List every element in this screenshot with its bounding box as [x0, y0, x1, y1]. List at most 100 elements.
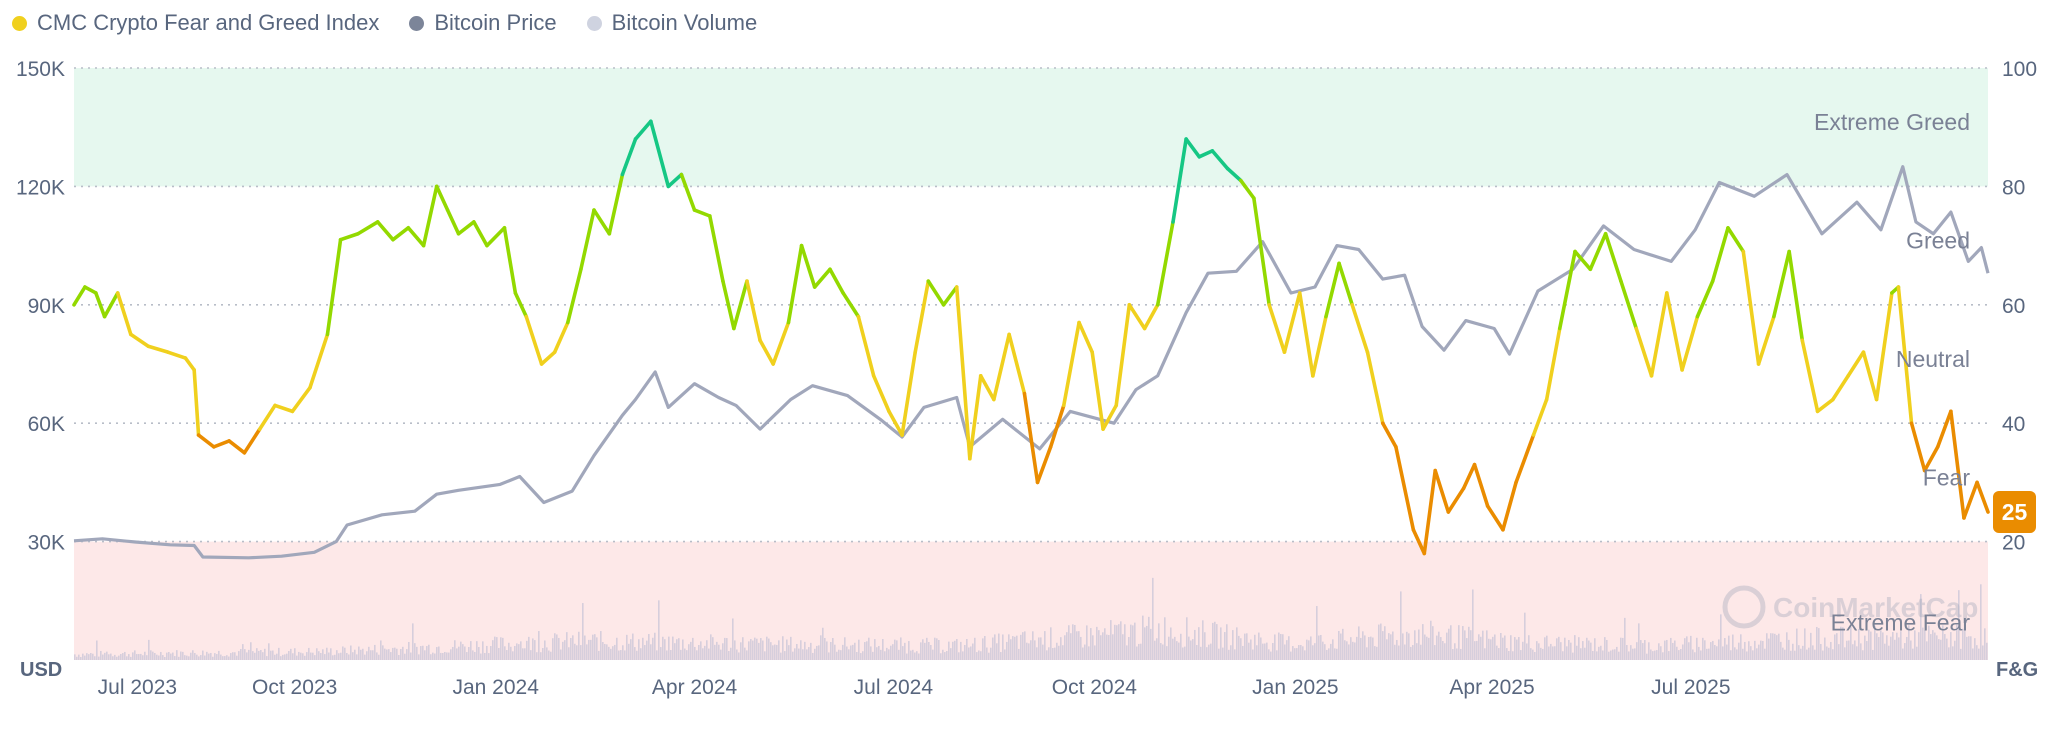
volume-bar — [1312, 645, 1314, 660]
fear-greed-segment — [745, 279, 762, 343]
volume-bar — [1284, 644, 1286, 660]
volume-bar — [162, 655, 164, 660]
volume-bar — [1710, 642, 1712, 660]
volume-bar — [1820, 644, 1822, 660]
volume-bar — [1310, 636, 1312, 660]
fear-greed-segment — [308, 332, 330, 390]
volume-bar — [1704, 640, 1706, 660]
volume-bar — [1588, 640, 1590, 660]
volume-bar — [1860, 643, 1862, 660]
fear-greed-line — [72, 119, 1990, 556]
volume-bar — [224, 656, 226, 660]
volume-bar — [574, 643, 576, 660]
legend-item-bitcoin-volume[interactable]: Bitcoin Volume — [586, 10, 757, 36]
volume-bar — [1034, 640, 1036, 660]
volume-bar — [1186, 617, 1188, 660]
volume-bar — [838, 649, 840, 660]
volume-bar — [1464, 630, 1466, 660]
volume-bar — [1484, 648, 1486, 660]
volume-bar — [1856, 646, 1858, 660]
volume-bar — [872, 651, 874, 660]
volume-bar — [832, 638, 834, 660]
volume-bar — [1932, 630, 1934, 660]
zone-label: Fear — [1923, 464, 1971, 490]
volume-bar — [490, 646, 492, 660]
volume-bar — [128, 654, 130, 660]
volume-bar — [322, 649, 324, 660]
volume-bar — [1118, 624, 1120, 660]
fear-greed-segment — [1634, 326, 1654, 378]
volume-bar — [448, 652, 450, 660]
volume-bar — [336, 650, 338, 660]
zone-label: Neutral — [1896, 346, 1970, 372]
legend-item-bitcoin-price[interactable]: Bitcoin Price — [409, 10, 557, 36]
volume-bar — [588, 639, 590, 660]
fear-greed-segment — [325, 237, 343, 337]
fear-greed-segment — [1741, 249, 1761, 366]
fear-greed-segment — [456, 220, 476, 236]
fear-greed-segment — [1282, 291, 1302, 354]
volume-bar — [654, 632, 656, 660]
volume-bar — [1772, 633, 1774, 660]
volume-bar — [1372, 637, 1374, 660]
fear-greed-segment — [502, 226, 518, 295]
volume-bar — [1102, 632, 1104, 660]
volume-bar — [1018, 648, 1020, 660]
volume-bar — [1156, 638, 1158, 660]
volume-bar — [1242, 645, 1244, 660]
volume-bar — [1412, 645, 1414, 660]
volume-bar — [194, 653, 196, 660]
volume-bar — [434, 653, 436, 660]
volume-bar — [1830, 641, 1832, 660]
volume-bar — [1514, 637, 1516, 660]
fear-greed-segment — [1544, 326, 1562, 402]
volume-bar — [1740, 634, 1742, 660]
volume-bar — [600, 631, 602, 660]
volume-bar — [1032, 631, 1034, 660]
volume-bar — [504, 646, 506, 660]
volume-bar — [932, 649, 934, 660]
volume-bar — [200, 655, 202, 660]
volume-bar — [682, 639, 684, 660]
volume-bar — [1922, 627, 1924, 660]
volume-bar — [122, 653, 124, 660]
volume-bar — [272, 650, 274, 660]
current-value-badge — [1993, 491, 2036, 533]
fear-greed-segment — [1155, 220, 1175, 307]
coinmarketcap-watermark: CoinMarketCap — [1722, 585, 1978, 629]
legend-item-fear-greed[interactable]: CMC Crypto Fear and Greed Index — [12, 10, 379, 36]
volume-bar — [498, 647, 500, 660]
volume-bar — [1190, 640, 1192, 660]
volume-bar — [1664, 640, 1666, 660]
volume-bar — [1632, 648, 1634, 660]
volume-bar — [246, 652, 248, 660]
volume-bar — [770, 642, 772, 660]
volume-bar — [304, 655, 306, 660]
volume-bar — [394, 647, 396, 660]
volume-bar — [1770, 633, 1772, 660]
volume-bar — [1030, 640, 1032, 660]
volume-bar — [1428, 637, 1430, 660]
volume-bar — [98, 656, 100, 660]
x-tick-label: Oct 2024 — [1052, 676, 1138, 699]
volume-bar — [1628, 651, 1630, 660]
fear-greed-segment — [1800, 338, 1820, 414]
fear-greed-segment — [666, 172, 684, 189]
fear-greed-segment — [1324, 261, 1341, 319]
volume-bar — [942, 649, 944, 660]
volume-bar — [218, 650, 220, 660]
fear-greed-segment — [1061, 320, 1081, 408]
volume-bar — [584, 635, 586, 660]
volume-bar — [950, 648, 952, 660]
volume-bar — [472, 650, 474, 660]
volume-bar — [1326, 649, 1328, 660]
volume-bar — [178, 656, 180, 660]
fear-greed-segment — [1365, 350, 1385, 426]
volume-bar — [886, 647, 888, 660]
volume-bar — [1960, 648, 1962, 660]
volume-bar — [700, 641, 702, 660]
volume-bar — [1638, 623, 1640, 660]
fear-greed-segment — [146, 344, 170, 354]
volume-bar — [1424, 634, 1426, 660]
